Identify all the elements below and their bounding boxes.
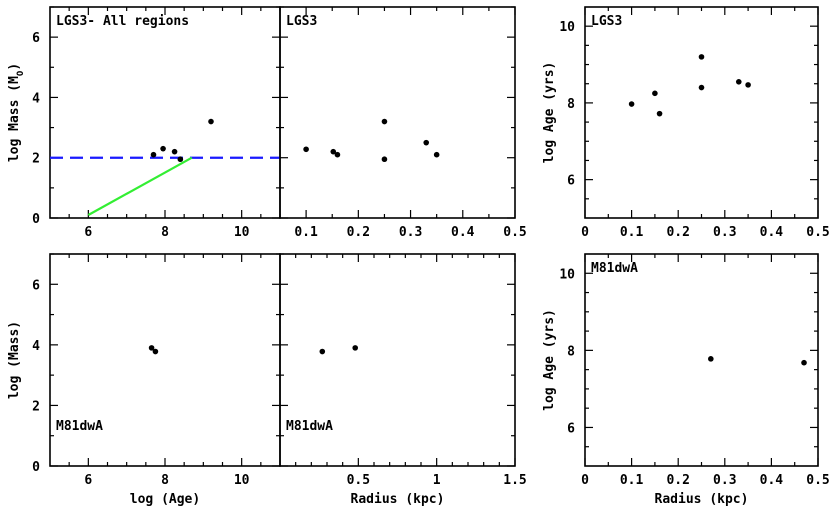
panel-title: LGS3	[286, 14, 317, 29]
panel-frame	[279, 6, 516, 219]
x-tick-label: 0.4	[760, 225, 784, 240]
panel-frame	[279, 253, 516, 467]
x-tick-label: 0.3	[713, 473, 736, 488]
x-tick-label: 10	[234, 225, 250, 240]
panel-p4: 6 8 10 0 2 4 6 M81dwA log (Age) log (Mass)	[7, 253, 281, 507]
x-tick-label: 1	[433, 473, 441, 488]
y-axis-label: log Age (yrs)	[542, 62, 557, 164]
panel-p3: 0 0.1 0.2 0.3 0.4 0.5 6 8 10 LGS3 log Age (yrs)	[542, 6, 830, 240]
y-tick-label: 2	[32, 399, 40, 414]
x-tick-label: 0.2	[666, 225, 689, 240]
y-tick-label: 4	[32, 339, 40, 354]
y-tick-label: 10	[559, 20, 575, 35]
data-point	[177, 156, 184, 163]
panel-frame	[584, 6, 819, 219]
y-tick-label: 8	[567, 344, 575, 359]
data-point	[735, 79, 742, 85]
data-point	[150, 151, 157, 158]
x-tick-label: 10	[234, 473, 250, 488]
panel-title: LGS3- All regions	[56, 14, 189, 29]
panel-frame	[49, 253, 281, 467]
y-tick-label: 6	[567, 421, 575, 436]
x-tick-label: 0.2	[347, 225, 370, 240]
x-tick-label: 6	[84, 225, 92, 240]
panel-title: M81dwA	[56, 419, 103, 434]
data-point	[698, 84, 705, 91]
data-point	[148, 345, 155, 351]
panel-title: M81dwA	[286, 419, 333, 434]
y-axis-label: log Age (yrs)	[542, 309, 557, 411]
data-point	[801, 359, 807, 366]
data-point	[381, 118, 388, 125]
x-tick-label: 0.4	[451, 225, 475, 240]
x-tick-label: 0.3	[713, 225, 736, 240]
data-point	[330, 148, 337, 155]
x-tick-label: 0.3	[399, 225, 422, 240]
data-point	[352, 345, 359, 351]
data-point	[708, 356, 714, 362]
x-axis-label: Radius (kpc)	[655, 492, 749, 507]
panel-p1: 6 8 10 0 2 4 6 LGS3- All regions log Mass (MO)	[7, 6, 281, 240]
y-tick-label: 6	[32, 31, 40, 46]
panel-p6: 0 0.1 0.2 0.3 0.4 0.5 6 8 10 M81dwA Radius (kpc) lo…	[542, 253, 830, 507]
x-tick-label: 0.4	[760, 473, 784, 488]
detection-limit-line	[87, 156, 193, 216]
x-tick-label: 0.1	[620, 473, 644, 488]
x-tick-label: 0.5	[806, 473, 829, 488]
x-tick-label: 0.2	[666, 473, 689, 488]
panel-frame	[49, 6, 281, 219]
y-tick-label: 6	[32, 278, 40, 293]
data-point	[656, 110, 663, 117]
data-point	[171, 148, 178, 155]
panel-frame	[584, 253, 819, 467]
y-tick-label: 2	[32, 152, 40, 167]
x-tick-label: 8	[161, 473, 169, 488]
data-point	[160, 145, 166, 152]
x-tick-label: 8	[161, 225, 169, 240]
x-tick-label: 6	[84, 473, 92, 488]
panel-p2: 0.1 0.2 0.3 0.4 0.5 LGS3	[279, 6, 527, 240]
panel-title: M81dwA	[591, 261, 638, 276]
x-axis-label: log (Age)	[130, 492, 200, 507]
y-tick-label: 6	[567, 174, 575, 189]
data-point	[208, 118, 214, 125]
x-tick-label: 0	[581, 473, 589, 488]
panel-p5: 0.5 1 1.5 M81dwA Radius (kpc)	[279, 253, 527, 507]
y-tick-label: 4	[32, 91, 40, 106]
data-point	[698, 54, 705, 60]
data-point	[628, 101, 635, 107]
data-point	[334, 151, 341, 158]
y-tick-label: 8	[567, 97, 575, 112]
x-tick-label: 0.5	[806, 225, 829, 240]
data-point	[433, 151, 440, 158]
y-axis-label: log Mass (MO)	[7, 63, 26, 162]
x-tick-label: 0.1	[294, 225, 318, 240]
x-tick-label: 0.5	[503, 225, 526, 240]
data-point	[423, 139, 430, 146]
y-tick-label: 10	[559, 267, 575, 282]
x-tick-label: 0.1	[620, 225, 644, 240]
panel-title: LGS3	[591, 14, 622, 29]
y-tick-label: 0	[32, 212, 40, 227]
data-point	[381, 156, 388, 163]
data-point	[652, 90, 658, 97]
y-axis-label: log (Mass)	[7, 321, 22, 399]
x-axis-label: Radius (kpc)	[351, 492, 445, 507]
data-point	[745, 82, 751, 88]
x-tick-label: 1.5	[503, 473, 526, 488]
y-tick-label: 0	[32, 460, 40, 475]
data-point	[319, 348, 326, 355]
data-point	[303, 146, 309, 153]
x-tick-label: 0	[581, 225, 589, 240]
data-point	[152, 348, 159, 355]
x-tick-label: 0.5	[347, 473, 370, 488]
